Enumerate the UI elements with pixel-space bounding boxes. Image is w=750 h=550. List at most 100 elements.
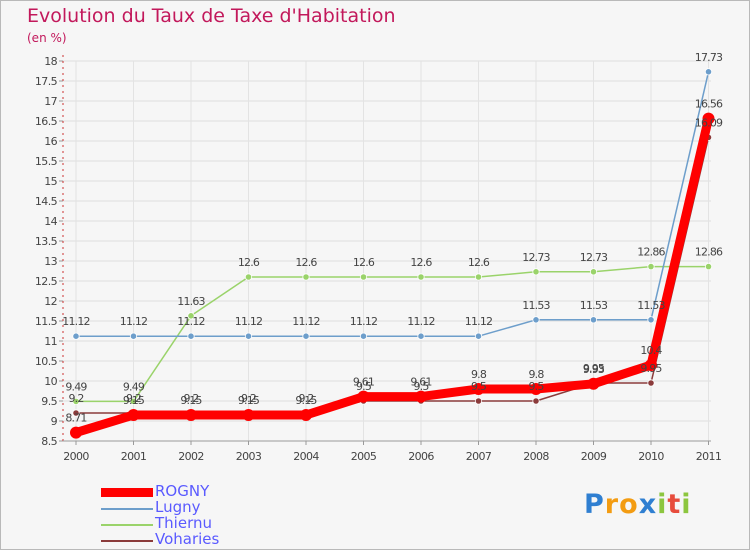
data-point-lugny xyxy=(417,332,425,340)
data-point-thiernu xyxy=(302,273,310,281)
data-point-rogny xyxy=(242,409,255,421)
legend-item-thiernu: Thiernu xyxy=(101,514,321,533)
y-tick-label: 17 xyxy=(44,95,57,108)
data-label-rogny: 9.61 xyxy=(410,376,431,389)
legend-swatch-thiernu xyxy=(101,524,153,526)
logo-letter: P xyxy=(584,489,605,520)
y-tick-label: 8.5 xyxy=(41,435,57,448)
data-labels: 11.12 11.12 11.12 11.12 11.12 11.12 11.12 11.12… xyxy=(62,51,724,425)
x-axis-ticks: 2000 2001 2002 2003 2004 2005 2006 2007 2008 2009… xyxy=(63,441,722,463)
data-label-voharies: 9.5 xyxy=(356,380,372,393)
data-point-rogny xyxy=(530,383,542,395)
data-label-thiernu: 12.86 xyxy=(695,246,723,259)
data-label-thiernu: 9.49 xyxy=(123,380,145,393)
data-point-thiernu xyxy=(359,273,368,281)
data-label-thiernu: 12.6 xyxy=(410,256,432,269)
data-label-voharies: 9.2 xyxy=(126,392,141,405)
x-tick-label: 2004 xyxy=(293,450,319,463)
proxiti-logo: Proxiti xyxy=(584,489,692,520)
chart-grid xyxy=(63,60,711,442)
legend-label-rogny: ROGNY xyxy=(155,482,210,500)
data-point-rogny xyxy=(587,377,600,390)
data-point-rogny xyxy=(300,409,312,421)
series-line-thiernu xyxy=(75,265,710,403)
data-point-lugny xyxy=(704,68,713,76)
legend-label-lugny: Lugny xyxy=(155,498,201,516)
data-label-thiernu: 9.49 xyxy=(65,380,87,393)
data-label-rogny: 9.8 xyxy=(471,368,487,381)
data-label-rogny: 10.4 xyxy=(640,344,662,357)
series-line-voharies xyxy=(75,136,710,414)
logo-letter: i xyxy=(657,489,668,520)
data-point-lugny xyxy=(589,316,598,324)
y-tick-label: 16 xyxy=(44,135,57,148)
y-tick-label: 11.5 xyxy=(35,315,58,328)
data-point-voharies xyxy=(72,409,80,417)
data-label-voharies: 9.2 xyxy=(241,392,256,405)
data-point-lugny xyxy=(474,332,483,340)
data-label-thiernu: 12.86 xyxy=(637,246,665,259)
data-point-voharies xyxy=(532,397,540,405)
data-point-thiernu xyxy=(589,268,598,276)
x-tick-label: 2002 xyxy=(178,450,204,463)
data-point-lugny xyxy=(244,332,253,340)
y-tick-label: 9.5 xyxy=(41,395,57,408)
legend-swatch-rogny xyxy=(101,488,153,497)
data-label-thiernu: 12.73 xyxy=(580,251,608,264)
y-tick-label: 16.5 xyxy=(35,115,58,128)
data-label-lugny: 11.12 xyxy=(465,315,493,328)
data-point-rogny xyxy=(702,112,715,125)
x-tick-label: 2009 xyxy=(581,450,607,463)
data-label-voharies: 16.09 xyxy=(695,116,723,129)
logo-letter: r xyxy=(604,489,620,520)
y-tick-label: 11 xyxy=(44,335,57,348)
data-label-rogny: 9.8 xyxy=(528,368,544,381)
legend-label-voharies: Voharies xyxy=(155,530,220,548)
legend-label-thiernu: Thiernu xyxy=(155,514,212,532)
data-label-lugny: 11.12 xyxy=(350,315,378,328)
x-tick-label: 2003 xyxy=(236,450,262,463)
data-label-lugny: 17.73 xyxy=(695,51,723,64)
logo-letter: x xyxy=(638,489,658,520)
logo-letter: o xyxy=(619,489,639,520)
data-point-thiernu xyxy=(72,397,80,405)
data-label-rogny: 9.15 xyxy=(180,394,202,407)
y-tick-label: 14 xyxy=(44,215,57,228)
data-point-rogny xyxy=(415,390,427,403)
data-label-rogny: 8.71 xyxy=(65,412,86,425)
y-tick-label: 18 xyxy=(44,55,57,68)
data-label-voharies: 9.5 xyxy=(413,380,429,393)
chart-axes xyxy=(62,55,711,442)
x-tick-label: 2011 xyxy=(696,450,722,463)
chart-subtitle: (en %) xyxy=(27,31,67,45)
legend-swatch-lugny xyxy=(101,508,153,510)
data-point-lugny xyxy=(532,316,540,324)
series-line-lugny xyxy=(75,71,710,337)
y-tick-label: 12 xyxy=(44,295,57,308)
x-tick-label: 2006 xyxy=(408,450,434,463)
x-tick-label: 2007 xyxy=(466,450,492,463)
data-label-voharies: 9.5 xyxy=(471,380,487,393)
data-label-thiernu: 12.6 xyxy=(468,256,490,269)
logo-letter: t xyxy=(667,489,682,520)
data-label-thiernu: 11.63 xyxy=(177,295,205,308)
data-label-lugny: 11.12 xyxy=(292,315,320,328)
x-tick-label: 2005 xyxy=(351,450,377,463)
logo-letter: i xyxy=(681,489,692,520)
data-label-lugny: 11.12 xyxy=(407,315,435,328)
x-tick-label: 2008 xyxy=(523,450,549,463)
data-label-thiernu: 12.73 xyxy=(522,251,550,264)
data-label-voharies: 9.2 xyxy=(68,392,83,405)
data-point-lugny xyxy=(129,332,138,340)
chart-title: Evolution du Taux de Taxe d'Habitation xyxy=(27,5,396,27)
data-point-lugny xyxy=(647,316,655,324)
data-label-voharies: 9.95 xyxy=(583,362,605,375)
data-point-lugny xyxy=(302,332,310,340)
chart-series xyxy=(70,68,715,439)
legend-item-lugny: Lugny xyxy=(101,498,321,517)
data-label-lugny: 11.53 xyxy=(522,299,550,312)
data-point-rogny xyxy=(472,383,485,395)
data-label-lugny: 11.12 xyxy=(177,315,205,328)
